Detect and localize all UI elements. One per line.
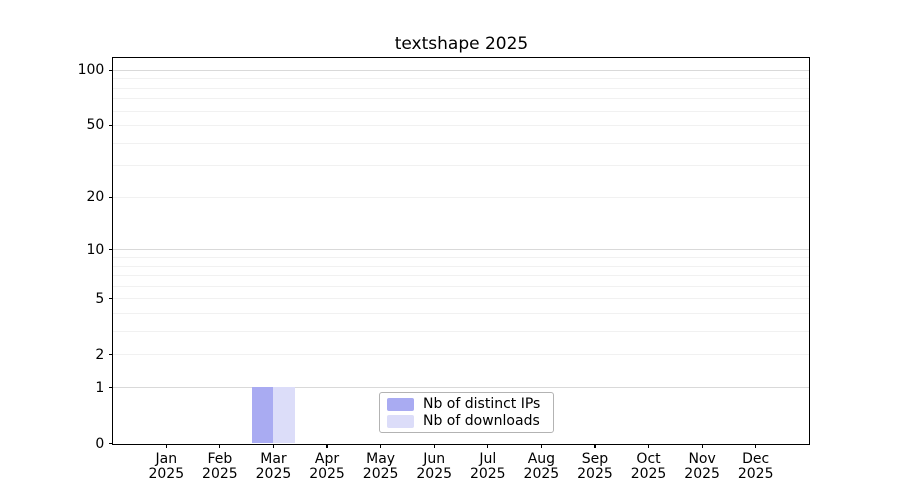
plot-area <box>112 57 810 445</box>
legend-label-distinct-ips: Nb of distinct IPs <box>423 396 541 412</box>
y-tick-mark <box>108 354 113 356</box>
minor-gridline <box>113 257 809 259</box>
x-tick-label: Mar 2025 <box>255 450 292 483</box>
legend-swatch-distinct-ips <box>387 397 414 411</box>
y-tick-mark <box>108 443 113 445</box>
x-tick-mark <box>433 444 435 449</box>
x-tick-mark <box>701 444 703 449</box>
y-tick-mark <box>108 298 113 300</box>
major-gridline <box>113 69 809 71</box>
x-tick-label: Jul 2025 <box>469 450 506 483</box>
y-tick-mark <box>108 124 113 127</box>
minor-gridline <box>113 142 809 144</box>
y-tick-label: 50 <box>86 117 105 134</box>
x-tick-label: Feb 2025 <box>202 450 238 483</box>
y-tick-mark <box>108 387 113 389</box>
x-tick-mark <box>487 444 489 449</box>
legend-swatch-downloads <box>387 414 414 428</box>
minor-gridline <box>113 331 809 333</box>
y-tick-label: 10 <box>86 241 105 258</box>
x-tick-mark <box>380 444 382 449</box>
x-tick-label: Jan 2025 <box>148 450 185 483</box>
y-tick-mark <box>108 249 113 251</box>
bar-downloads <box>273 387 295 444</box>
x-tick-mark <box>219 444 221 449</box>
major-gridline <box>113 249 809 251</box>
x-tick-mark <box>540 444 542 449</box>
y-tick-mark <box>108 69 113 71</box>
x-tick-label: Dec 2025 <box>737 450 774 483</box>
x-tick-label: Nov 2025 <box>684 450 720 483</box>
minor-gridline <box>113 78 809 80</box>
y-tick-label: 0 <box>95 435 105 452</box>
minor-gridline <box>113 110 809 112</box>
x-tick-mark <box>594 444 596 449</box>
minor-gridline <box>113 354 809 356</box>
minor-gridline <box>113 313 809 315</box>
y-tick-label: 2 <box>95 346 105 363</box>
x-tick-mark <box>326 444 328 449</box>
minor-gridline <box>113 265 809 267</box>
minor-gridline <box>113 285 809 287</box>
legend: Nb of distinct IPs Nb of downloads <box>379 392 554 433</box>
major-gridline <box>113 387 809 389</box>
x-tick-label: Apr 2025 <box>309 450 345 483</box>
minor-gridline <box>113 275 809 277</box>
y-tick-label: 20 <box>86 189 105 206</box>
x-tick-mark <box>755 444 757 449</box>
legend-item-distinct-ips: Nb of distinct IPs <box>387 396 546 412</box>
chart-title: textshape 2025 <box>394 34 529 54</box>
x-tick-label: Oct 2025 <box>630 450 667 483</box>
x-tick-label: Jun 2025 <box>416 450 453 483</box>
x-tick-mark <box>647 444 650 449</box>
y-tick-label: 5 <box>95 290 105 307</box>
minor-gridline <box>113 298 809 300</box>
x-tick-label: Sep 2025 <box>577 450 613 483</box>
y-tick-label: 100 <box>77 62 105 79</box>
minor-gridline <box>113 98 809 100</box>
minor-gridline <box>113 197 809 198</box>
y-tick-label: 1 <box>95 379 105 396</box>
x-tick-mark <box>165 444 167 449</box>
x-tick-mark <box>272 444 275 449</box>
y-tick-mark <box>108 196 113 198</box>
x-tick-label: Aug 2025 <box>523 450 560 483</box>
minor-gridline <box>113 165 809 167</box>
legend-item-downloads: Nb of downloads <box>387 413 546 429</box>
minor-gridline <box>113 125 809 127</box>
minor-gridline <box>113 87 809 89</box>
legend-label-downloads: Nb of downloads <box>423 413 540 429</box>
bar-distinct-ips <box>251 387 274 444</box>
x-tick-label: May 2025 <box>362 450 399 483</box>
